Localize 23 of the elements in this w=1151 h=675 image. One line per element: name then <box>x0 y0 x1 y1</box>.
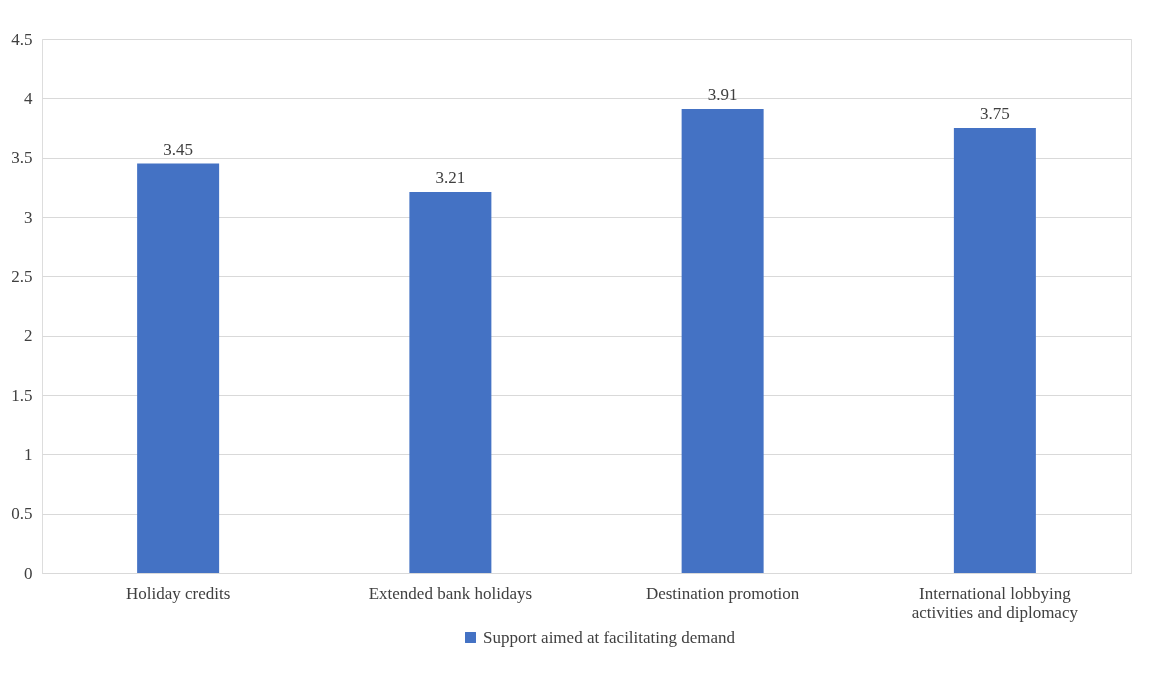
legend-label: Support aimed at facilitating demand <box>483 627 736 647</box>
y-tick-label: 0 <box>24 563 33 583</box>
bar <box>409 192 492 573</box>
y-tick-label: 1.5 <box>11 385 33 405</box>
y-tick-label: 2.5 <box>11 266 33 286</box>
x-tick-label: Extended bank holidays <box>368 583 533 603</box>
x-tick-label: Holiday credits <box>125 583 231 603</box>
data-label: 3.45 <box>163 139 193 159</box>
y-tick-label: 1 <box>24 444 33 464</box>
y-tick-label: 2 <box>24 326 33 346</box>
y-tick-label: 0.5 <box>11 504 33 524</box>
x-tick-label: Destination promotion <box>645 583 800 603</box>
y-tick-label: 3 <box>24 207 33 227</box>
data-label: 3.91 <box>707 85 738 105</box>
data-label: 3.21 <box>435 168 466 188</box>
x-tick-label: International lobbying activities and diplomacy <box>911 583 1079 622</box>
y-tick-label: 4 <box>24 88 33 108</box>
data-label: 3.75 <box>980 104 1010 123</box>
y-tick-label: 4.5 <box>11 29 33 49</box>
bar <box>953 128 1036 573</box>
bar <box>137 163 220 573</box>
y-tick-label: 3.5 <box>11 148 33 168</box>
bar <box>681 109 764 573</box>
